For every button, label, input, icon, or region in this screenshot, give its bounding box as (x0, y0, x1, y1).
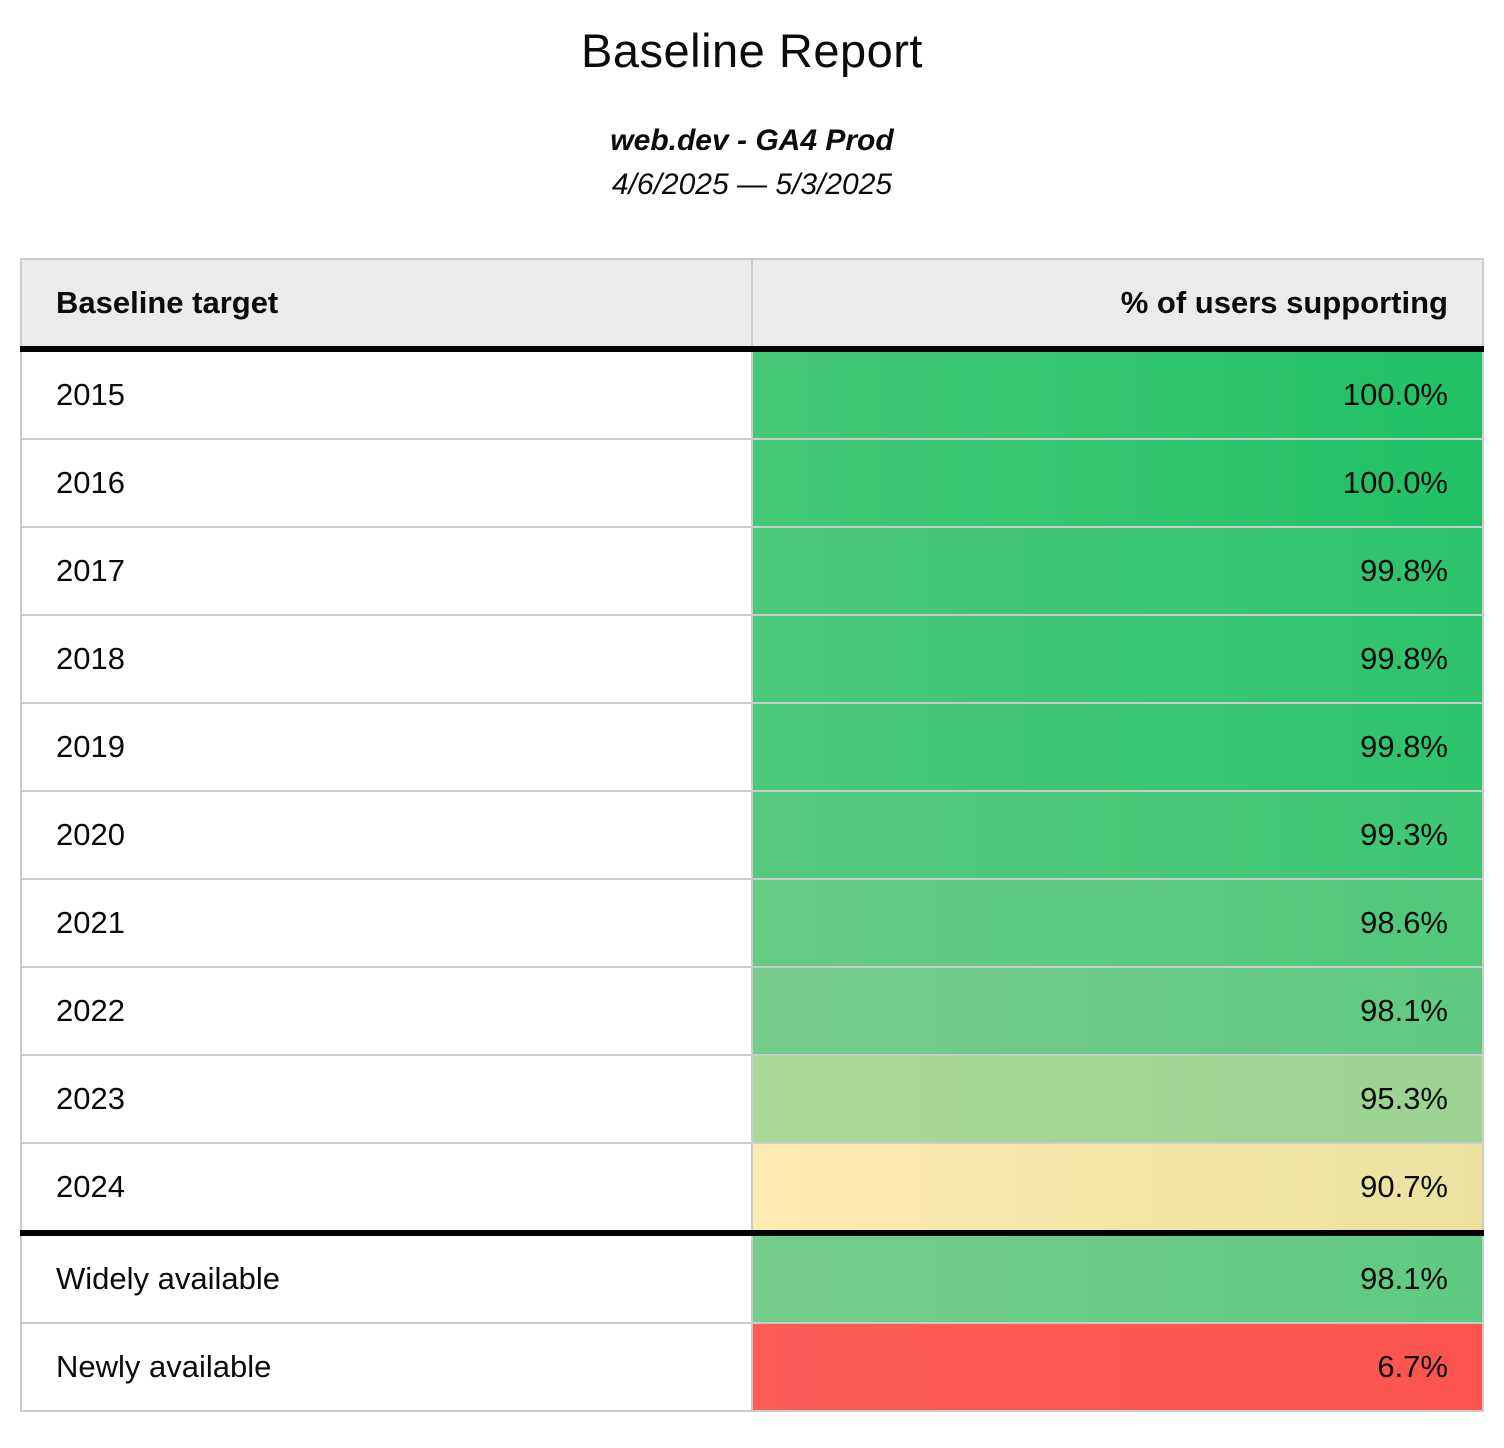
percent-supporting-cell: 98.1% (751, 965, 1484, 1056)
baseline-target-cell: 2016 (20, 437, 753, 528)
table-row: 2023 95.3% (20, 1053, 1484, 1144)
baseline-target-cell: Newly available (20, 1321, 753, 1412)
table-header-row: Baseline target % of users supporting (20, 257, 1484, 352)
table-row: 2017 99.8% (20, 525, 1484, 616)
percent-supporting-cell: 99.3% (751, 789, 1484, 880)
baseline-target-cell: 2020 (20, 789, 753, 880)
table-row: Widely available 98.1% (20, 1231, 1484, 1324)
percent-supporting-cell: 99.8% (751, 701, 1484, 792)
page-title: Baseline Report (581, 24, 923, 77)
column-header-baseline-target: Baseline target (20, 257, 753, 352)
table-body: 2015 100.0% 2016 100.0% 2017 99.8% 2018 … (20, 347, 1484, 1412)
column-header-percent-users-supporting: % of users supporting (751, 257, 1484, 352)
percent-supporting-cell: 6.7% (751, 1321, 1484, 1412)
table-row: 2019 99.8% (20, 701, 1484, 792)
table-row: 2024 90.7% (20, 1141, 1484, 1236)
percent-supporting-cell: 100.0% (751, 347, 1484, 440)
table-row: Newly available 6.7% (20, 1321, 1484, 1412)
percent-supporting-cell: 90.7% (751, 1141, 1484, 1236)
percent-supporting-cell: 99.8% (751, 525, 1484, 616)
baseline-target-cell: 2023 (20, 1053, 753, 1144)
baseline-target-cell: 2021 (20, 877, 753, 968)
baseline-target-cell: 2018 (20, 613, 753, 704)
table-row: 2015 100.0% (20, 347, 1484, 440)
report-date-range: 4/6/2025 — 5/3/2025 (611, 168, 893, 202)
table-row: 2016 100.0% (20, 437, 1484, 528)
table-row: 2020 99.3% (20, 789, 1484, 880)
baseline-target-cell: Widely available (20, 1231, 753, 1324)
percent-supporting-cell: 100.0% (751, 437, 1484, 528)
baseline-target-cell: 2015 (20, 347, 753, 440)
baseline-report-page: Baseline Report web.dev - GA4 Prod 4/6/2… (0, 22, 1504, 1448)
table-row: 2018 99.8% (20, 613, 1484, 704)
baseline-target-cell: 2024 (20, 1141, 753, 1236)
percent-supporting-cell: 99.8% (751, 613, 1484, 704)
baseline-target-cell: 2019 (20, 701, 753, 792)
percent-supporting-cell: 95.3% (751, 1053, 1484, 1144)
table-row: 2022 98.1% (20, 965, 1484, 1056)
percent-supporting-cell: 98.6% (751, 877, 1484, 968)
report-source-subtitle: web.dev - GA4 Prod (610, 123, 894, 157)
percent-supporting-cell: 98.1% (751, 1231, 1484, 1324)
baseline-target-cell: 2022 (20, 965, 753, 1056)
baseline-support-table: Baseline target % of users supporting 20… (20, 257, 1484, 1412)
baseline-target-cell: 2017 (20, 525, 753, 616)
table-row: 2021 98.6% (20, 877, 1484, 968)
